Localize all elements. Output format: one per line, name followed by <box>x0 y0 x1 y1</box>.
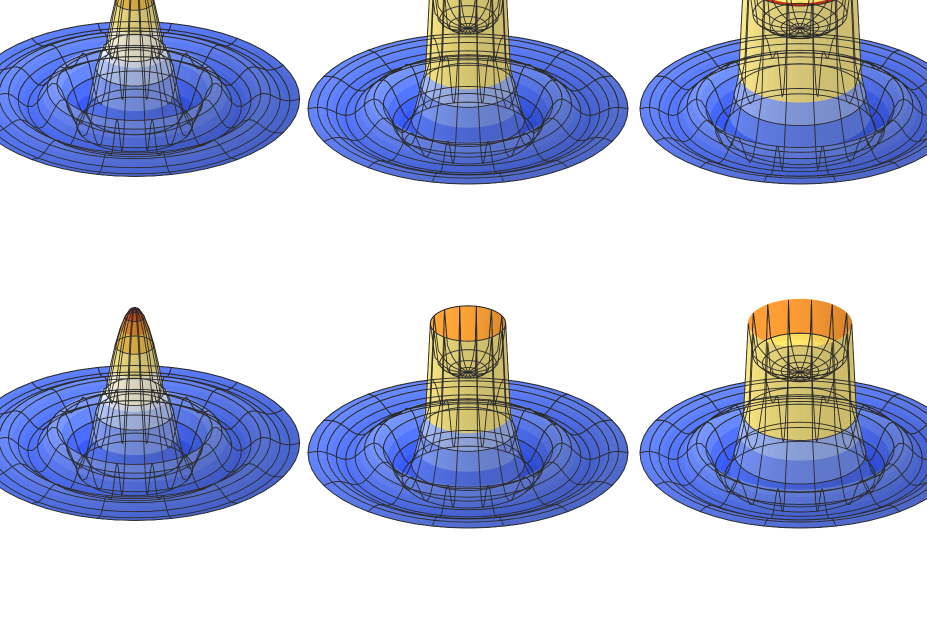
surface-mesh <box>620 256 927 632</box>
surface-mesh <box>288 0 648 288</box>
surface-panel-3 <box>620 0 927 288</box>
surface-mesh <box>620 0 927 288</box>
surface-panel-5 <box>288 256 648 632</box>
surface-mesh <box>0 238 321 626</box>
surface-panel-2 <box>288 0 648 288</box>
surface-plot-figure <box>0 0 927 505</box>
surface-panel-6 <box>620 256 927 632</box>
surface-mesh <box>288 256 648 632</box>
surface-panel-4 <box>0 238 321 626</box>
